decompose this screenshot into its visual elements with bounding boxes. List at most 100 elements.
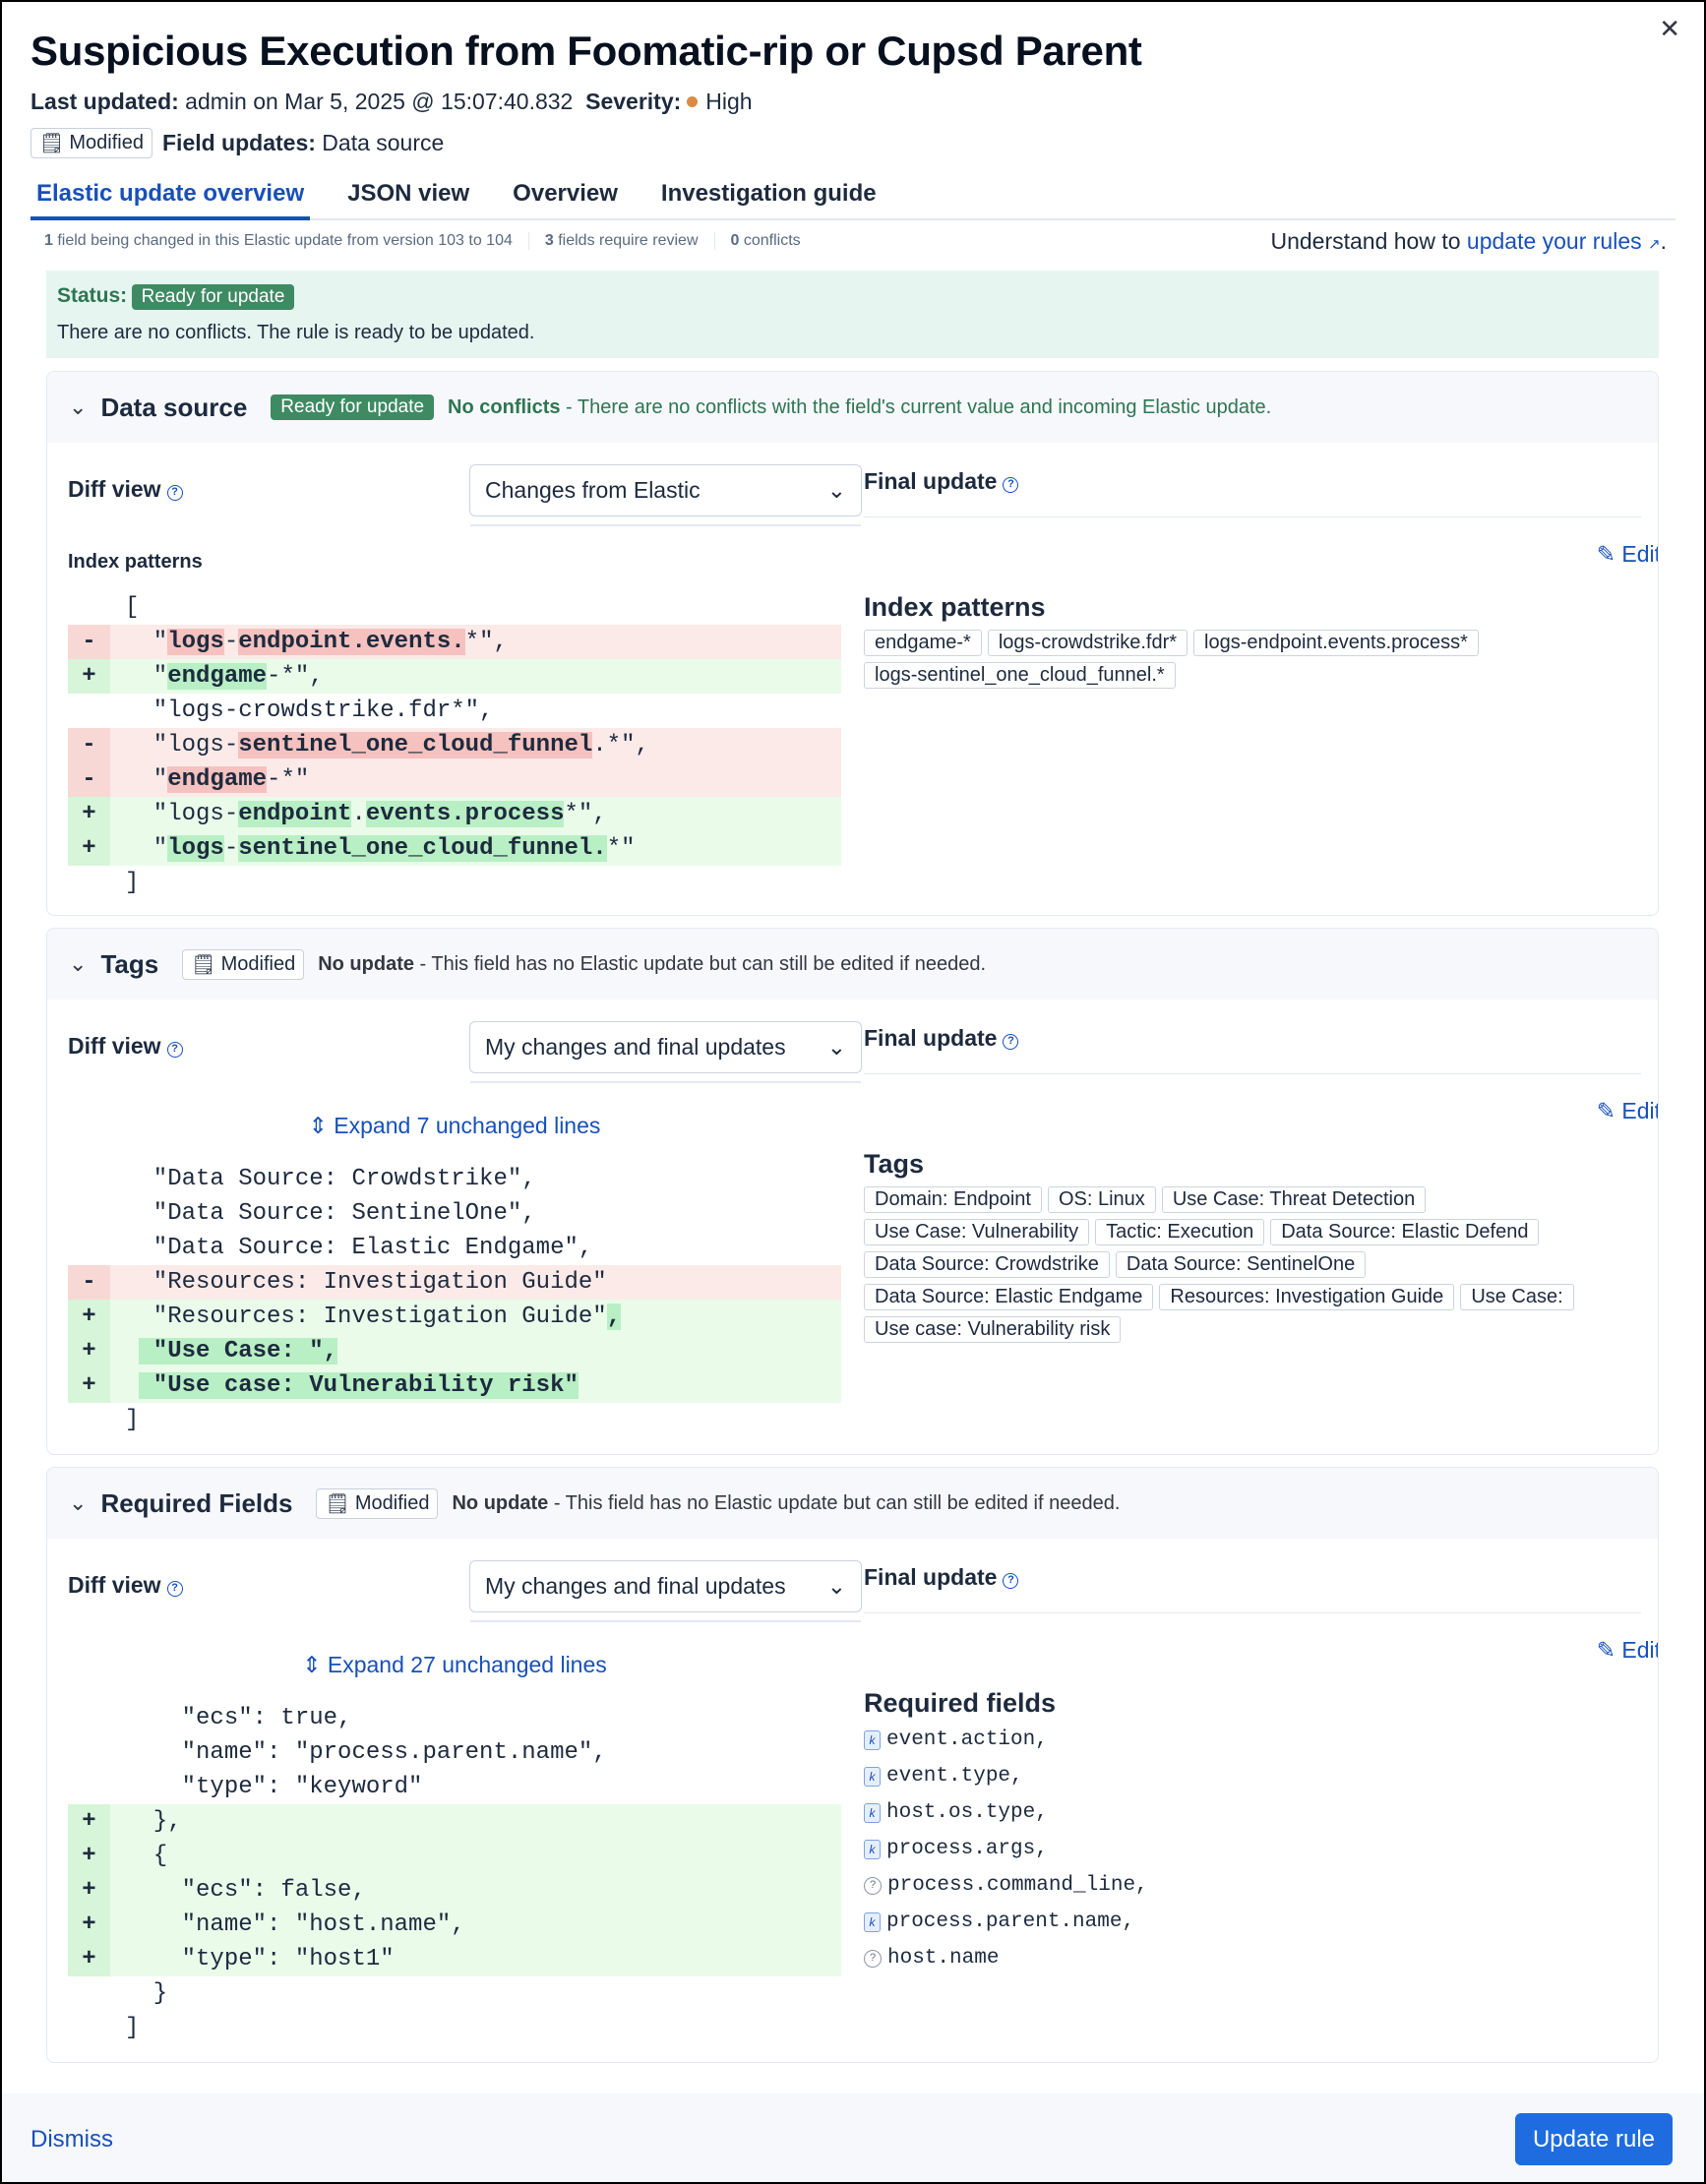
keyword-type-icon: k xyxy=(864,1802,881,1823)
edit-button[interactable]: ✎ Edit xyxy=(1596,541,1658,568)
tab-json-view[interactable]: JSON view xyxy=(347,180,470,207)
update-rules-link[interactable]: update your rules xyxy=(1466,228,1642,254)
diff-sign xyxy=(68,866,110,900)
learn-more: Understand how to update your rules ↗. xyxy=(1270,228,1667,254)
pencil-icon: ✎ xyxy=(1596,1637,1622,1663)
chevron-down-icon[interactable]: ⌄ xyxy=(69,951,88,976)
edit-button[interactable]: ✎ Edit xyxy=(1596,1098,1658,1124)
help-icon[interactable]: ? xyxy=(166,1581,183,1597)
edit-label: Edit xyxy=(1621,1637,1659,1663)
diff-text: ] xyxy=(110,866,139,900)
ready-badge: Ready for update xyxy=(271,394,435,420)
diff-segment: "ecs": true, xyxy=(125,1705,352,1731)
diff-text: "ecs": false, xyxy=(110,1873,366,1908)
diff-segment: "Data Source: Elastic Endgame", xyxy=(125,1235,593,1261)
diff-line-added: + "logs-sentinel_one_cloud_funnel.*" xyxy=(68,831,841,866)
diff-sign: - xyxy=(68,728,110,762)
diff-text: "logs-sentinel_one_cloud_funnel.*", xyxy=(110,728,649,762)
diff-segment: "name": "process.parent.name", xyxy=(125,1739,607,1766)
severity-label: Severity: xyxy=(585,89,682,114)
required-field: k process.args, xyxy=(864,1831,1148,1867)
help-icon[interactable]: ? xyxy=(1003,1573,1019,1589)
help-icon[interactable]: ? xyxy=(1003,477,1019,493)
field-updates-row: 🗒 Modified Field updates: Data source xyxy=(30,128,444,158)
state-description: - There are no conflicts with the field'… xyxy=(560,395,1272,418)
final-title: Index patterns xyxy=(864,592,1046,622)
stat-review: 3 fields require review xyxy=(527,232,714,250)
external-link-icon: ↗ xyxy=(1648,236,1661,253)
diff-sign xyxy=(68,1231,110,1265)
value-badge: Data Source: Elastic Endgame xyxy=(864,1284,1154,1310)
diff-segment: "Resources: Investigation Guide" xyxy=(125,1304,607,1330)
final-update-text: Final update xyxy=(864,1564,998,1590)
required-field: ? process.command_line, xyxy=(864,1867,1148,1904)
expand-unchanged-lines-button[interactable]: ⇕ Expand 7 unchanged lines xyxy=(68,1113,841,1139)
edit-button[interactable]: ✎ Edit xyxy=(1596,1637,1659,1664)
panel-title: Tags xyxy=(100,948,159,979)
final-update-label: Final update? xyxy=(864,468,1641,517)
status-label: Status: xyxy=(57,284,128,307)
panel-state: No update - This field has no Elastic up… xyxy=(318,953,986,976)
tab-overview[interactable]: Overview xyxy=(513,180,618,207)
pencil-icon: ✎ xyxy=(1596,541,1622,567)
diff-text: "logs-sentinel_one_cloud_funnel.*" xyxy=(110,831,636,866)
final-title: Tags xyxy=(864,1149,925,1179)
close-icon[interactable]: ✕ xyxy=(1659,14,1680,43)
dismiss-button[interactable]: Dismiss xyxy=(30,2126,113,2153)
last-updated-label: Last updated: xyxy=(30,89,179,114)
diff-segment: .*", xyxy=(592,732,649,758)
chevron-down-icon[interactable]: ⌄ xyxy=(69,394,88,419)
diff-segment xyxy=(125,1338,139,1365)
panel-title: Required Fields xyxy=(100,1487,293,1518)
document-edit-icon: 🗒 xyxy=(191,953,216,976)
diff-highlight: sentinel_one_cloud_funnel xyxy=(238,732,593,758)
keyword-type-icon: k xyxy=(864,1729,881,1750)
value-list: Domain: Endpoint OS: Linux Use Case: Threa… xyxy=(864,1186,1631,1343)
diff-segment: ] xyxy=(125,2015,140,2041)
help-icon[interactable]: ? xyxy=(166,1042,183,1058)
diff-view-text: Diff view xyxy=(68,1033,161,1059)
severity-dot-icon xyxy=(687,96,699,107)
value-badge: Data Source: Crowdstrike xyxy=(864,1251,1110,1278)
diff-segment: }, xyxy=(125,1808,182,1835)
diff-text: "ecs": true, xyxy=(110,1701,352,1735)
diff-segment: *", xyxy=(464,629,508,655)
diff-line: [ xyxy=(68,590,841,625)
diff-segment: . xyxy=(351,801,366,827)
pencil-icon: ✎ xyxy=(1596,1098,1622,1123)
expand-unchanged-lines-button[interactable]: ⇕ Expand 27 unchanged lines xyxy=(68,1652,841,1678)
tab-elastic-update-overview[interactable]: Elastic update overview xyxy=(30,177,311,220)
diff-view-select[interactable]: My changes and final updates ⌄ xyxy=(469,1021,862,1083)
diff-text: }, xyxy=(110,1804,182,1839)
diff-segment: "ecs": false, xyxy=(125,1877,366,1904)
chevron-down-icon: ⌄ xyxy=(826,1034,846,1060)
diff-segment: "type": "host1" xyxy=(125,1946,395,1972)
help-icon[interactable]: ? xyxy=(1003,1034,1019,1050)
field-name: process.parent.name, xyxy=(886,1911,1135,1933)
tab-investigation-guide[interactable]: Investigation guide xyxy=(660,180,877,207)
modified-label: Modified xyxy=(354,1491,430,1514)
update-rule-button[interactable]: Update rule xyxy=(1515,2113,1673,2165)
severity-value: High xyxy=(705,89,753,114)
diff-text: "Use case: Vulnerability risk" xyxy=(110,1368,579,1403)
diff-line: "Data Source: Elastic Endgame", xyxy=(68,1231,841,1265)
help-icon[interactable]: ? xyxy=(166,485,183,501)
chevron-down-icon[interactable]: ⌄ xyxy=(69,1490,88,1515)
status-callout: Status: Ready for update There are no co… xyxy=(46,271,1659,358)
value-badge: Use Case: xyxy=(1460,1284,1574,1310)
field-updates-value: Data source xyxy=(322,130,445,155)
diff-highlight: , xyxy=(606,1304,622,1330)
diff-highlight: endgame xyxy=(167,766,268,793)
diff-view-select[interactable]: My changes and final updates ⌄ xyxy=(469,1560,862,1622)
diff-sign: + xyxy=(68,1839,110,1873)
required-field: k process.parent.name, xyxy=(864,1904,1148,1940)
diff-line-added: + "name": "host.name", xyxy=(68,1908,841,1942)
unknown-type-icon: ? xyxy=(864,1949,882,1968)
diff-view-select[interactable]: Changes from Elastic ⌄ xyxy=(469,464,862,526)
diff-sign xyxy=(68,2011,110,2045)
stat-changed: 1 field being changed in this Elastic up… xyxy=(44,232,513,249)
modified-label: Modified xyxy=(69,132,144,153)
diff-segment: "logs- xyxy=(125,801,239,827)
diff-text: "logs-endpoint.events.process*", xyxy=(110,797,607,831)
diff-sign: + xyxy=(68,659,110,694)
